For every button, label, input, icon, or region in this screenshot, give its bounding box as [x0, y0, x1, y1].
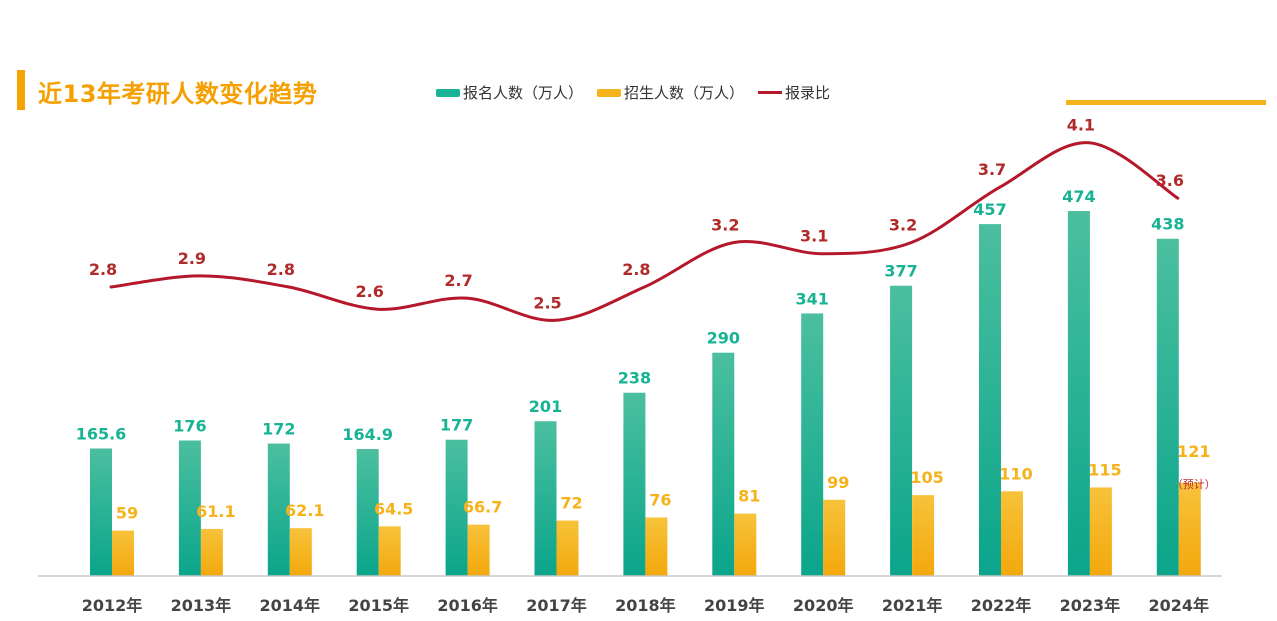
legend-swatch-ratio — [758, 91, 783, 94]
x-tick-label: 2020年 — [793, 596, 854, 615]
legend-label-ratio: 报录比 — [785, 84, 831, 102]
label-admissions: 105 — [910, 468, 943, 487]
label-applicants: 172 — [262, 420, 295, 439]
bar-admissions — [1089, 487, 1112, 576]
label-admissions: 72 — [560, 494, 582, 513]
bar-applicants — [979, 224, 1001, 577]
ratio-line-layer — [109, 141, 1180, 322]
label-ratio: 2.5 — [533, 293, 561, 312]
label-applicants: 438 — [1151, 215, 1184, 234]
label-admissions: 62.1 — [285, 501, 324, 520]
label-ratio: 2.9 — [178, 249, 206, 268]
label-ratio: 2.8 — [622, 260, 650, 279]
label-ratio: 4.1 — [1067, 116, 1095, 135]
label-ratio: 3.1 — [800, 227, 828, 246]
bar-applicants — [178, 440, 201, 576]
label-admissions: 59 — [116, 504, 138, 523]
label-applicants: 290 — [707, 329, 740, 348]
x-tick-label: 2024年 — [1149, 596, 1210, 615]
bar-admissions — [1001, 491, 1023, 576]
bar-applicants — [712, 352, 735, 576]
bar-admissions — [200, 528, 223, 576]
bar-applicants — [356, 449, 379, 576]
bar-admissions — [645, 517, 668, 576]
label-applicants: 201 — [529, 397, 562, 416]
bar-admissions — [734, 513, 757, 576]
label-ratio: 3.2 — [889, 216, 917, 235]
legend-label-admissions: 招生人数（万人） — [624, 84, 745, 102]
label-applicants: 341 — [795, 289, 828, 308]
x-tick-label: 2016年 — [437, 596, 498, 615]
label-ratio: 2.8 — [89, 260, 117, 279]
label-admissions: 121 — [1177, 442, 1210, 461]
ratio-line — [109, 141, 1180, 322]
label-applicants: 377 — [884, 262, 917, 281]
label-ratio: 3.6 — [1156, 171, 1184, 190]
bar-applicants — [1067, 211, 1090, 576]
bar-admissions — [112, 530, 134, 576]
bar-applicants — [445, 439, 468, 576]
bar-admissions — [467, 524, 490, 576]
label-applicants: 164.9 — [342, 425, 393, 444]
x-tick-label: 2021年 — [882, 596, 943, 615]
bar-admissions — [912, 495, 935, 576]
title-accent-bar — [17, 70, 25, 110]
x-axis: 2012年 2013年 2014年 2015年 2016年 2017年 2018年 2019年… — [38, 575, 1222, 615]
legend-label-applicants: 报名人数（万人） — [463, 84, 584, 102]
bar-admissions — [289, 528, 312, 576]
label-ratio: 2.7 — [444, 271, 472, 290]
legend-swatch-applicants — [436, 88, 460, 97]
bar-admissions — [1178, 482, 1201, 576]
label-layer: 165.6 59 176 61.1 172 62.1 164.9 64.5 177 66.7 201… — [76, 116, 1216, 523]
legend-swatch-admissions — [597, 88, 622, 97]
x-tick-label: 2015年 — [348, 596, 409, 615]
label-applicants: 238 — [618, 369, 651, 388]
bar-applicants — [267, 443, 290, 576]
x-tick-label: 2018年 — [615, 596, 676, 615]
label-admissions: 81 — [738, 487, 760, 506]
legend-item-applicants: 报名人数（万人） — [436, 82, 583, 103]
x-tick-label: 2019年 — [704, 596, 765, 615]
bar-applicants — [623, 392, 646, 576]
chart-legend: 报名人数（万人） 招生人数（万人） 报录比 — [436, 82, 830, 103]
label-admissions: 64.5 — [374, 499, 413, 518]
label-admissions: 66.7 — [463, 498, 502, 517]
x-tick-label: 2017年 — [526, 596, 587, 615]
label-ratio: 2.6 — [356, 282, 384, 301]
bar-admissions — [823, 499, 846, 576]
bar-applicants — [1156, 238, 1179, 577]
legend-item-ratio: 报录比 — [758, 82, 830, 103]
bar-applicants — [801, 313, 824, 576]
bar-admissions — [556, 520, 579, 576]
annotation-estimate: （预计） — [1172, 478, 1216, 491]
label-admissions: 99 — [827, 473, 849, 492]
label-ratio: 3.7 — [978, 160, 1006, 179]
bar-admissions — [378, 526, 401, 576]
label-applicants: 176 — [173, 416, 206, 435]
label-applicants: 165.6 — [76, 424, 127, 443]
label-ratio: 3.2 — [711, 216, 739, 235]
x-tick-label: 2012年 — [82, 596, 143, 615]
bar-applicants — [534, 421, 557, 576]
chart-title: 近13年考研人数变化趋势 — [38, 80, 318, 108]
x-tick-label: 2013年 — [171, 596, 232, 615]
label-admissions: 76 — [649, 490, 671, 509]
label-admissions: 61.1 — [196, 502, 235, 521]
legend-item-admissions: 招生人数（万人） — [597, 82, 744, 103]
x-tick-label: 2023年 — [1060, 596, 1121, 615]
label-admissions: 110 — [999, 464, 1032, 483]
decorative-underline — [1066, 100, 1266, 105]
label-applicants: 474 — [1062, 187, 1095, 206]
bar-applicants — [90, 448, 112, 576]
label-ratio: 2.8 — [267, 260, 295, 279]
x-tick-label: 2022年 — [971, 596, 1032, 615]
label-applicants: 177 — [440, 416, 473, 435]
label-applicants: 457 — [973, 200, 1006, 219]
bar-layer — [90, 211, 1201, 577]
label-admissions: 115 — [1088, 460, 1121, 479]
x-tick-label: 2014年 — [260, 596, 321, 615]
bar-applicants — [890, 285, 913, 576]
